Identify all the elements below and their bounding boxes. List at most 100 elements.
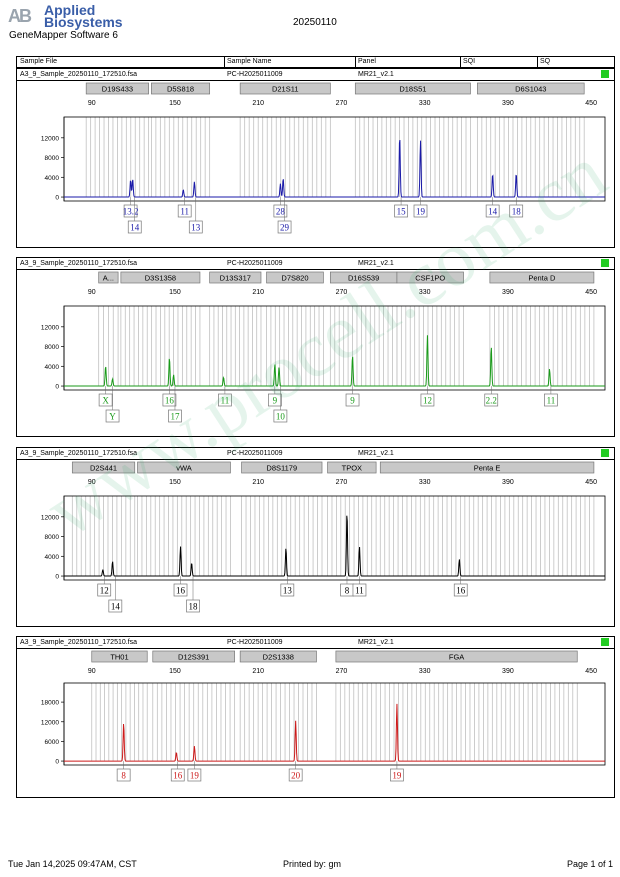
electropherogram-plot: A... D3S1358 D13S317 D7S820 D16S539 CSF1PO Pen… (41, 271, 606, 423)
col-sq: SQ (540, 58, 551, 65)
x-tick-label: 210 (252, 668, 264, 675)
x-tick-label: 90 (88, 479, 96, 486)
allele-call-box (352, 583, 367, 597)
marker-label: D21S11 (272, 85, 299, 94)
allele-call-label: 19 (416, 207, 426, 217)
marker-label: Penta E (474, 464, 501, 473)
allele-call-label: 11 (221, 396, 230, 406)
allele-call-label: 13 (191, 223, 201, 233)
sample-file: A3_9_Sample_20250110_172510.fsa (20, 639, 138, 646)
allele-call-box (394, 204, 408, 218)
allele-call-label: 9 (273, 396, 278, 406)
sample-file: A3_9_Sample_20250110_172510.fsa (20, 71, 138, 78)
marker-box (85, 82, 149, 95)
marker-label: D16S539 (348, 274, 379, 283)
allele-call-box (173, 583, 188, 597)
marker-box (91, 650, 148, 663)
marker-label: D6S1043 (515, 85, 546, 94)
allele-call-box (453, 583, 468, 597)
allele-call-box (127, 220, 142, 234)
y-tick-label: 4000 (45, 364, 60, 371)
electropherogram-panel-blue: A3_9_Sample_20250110_172510.fsa PC-H20250… (16, 68, 615, 248)
allele-call-label: 13.2 (123, 207, 139, 217)
allele-call-label: 29 (280, 223, 290, 233)
panel-title-row: A3_9_Sample_20250110_172510.fsa PC-H20250… (17, 258, 614, 270)
plot-frame (63, 682, 606, 766)
marker-box (209, 271, 262, 284)
allele-call-label: 18 (189, 602, 199, 612)
allele-call-label: 11 (180, 207, 189, 217)
x-tick-label: 390 (502, 668, 514, 675)
col-sqi: SQI (463, 58, 476, 65)
x-tick-label: 270 (336, 289, 348, 296)
y-tick-label: 0 (55, 384, 59, 391)
marker-box (354, 82, 471, 95)
allele-call-box (509, 204, 524, 218)
allele-call-label: 14 (111, 602, 121, 612)
allele-call-label: 13 (283, 586, 293, 596)
allele-call-label: 19 (190, 771, 200, 781)
y-tick-label: 0 (55, 759, 59, 766)
electropherogram-plot: TH01 D12S391 D2S1338 FGA 90 150 210 270 330 390 45… (41, 650, 606, 782)
marker-box (152, 650, 235, 663)
x-tick-label: 90 (88, 668, 96, 675)
column-header-table: Sample File Sample Name Panel SQI SQ (16, 56, 615, 68)
y-tick-label: 6000 (45, 739, 60, 746)
allele-call-label: 14 (488, 207, 498, 217)
marker-label: FGA (449, 653, 464, 662)
allele-call-box (485, 204, 500, 218)
marker-box (335, 650, 578, 663)
panel-name: MR21_v2.1 (358, 71, 394, 78)
allele-call-label: Y (109, 412, 116, 422)
marker-box (266, 271, 324, 284)
marker-box (489, 271, 595, 284)
bin-lines (91, 683, 578, 762)
allele-call-box (105, 409, 120, 423)
x-tick-label: 450 (585, 100, 597, 107)
panel-name: MR21_v2.1 (358, 639, 394, 646)
allele-call-box (413, 204, 428, 218)
sample-name: PC-H2025011009 (227, 260, 283, 267)
marker-box (239, 650, 317, 663)
y-tick-label: 12000 (41, 324, 59, 331)
panel-title-row: A3_9_Sample_20250110_172510.fsa PC-H20250… (17, 448, 614, 460)
x-tick-label: 150 (169, 289, 181, 296)
signal-trace (64, 139, 605, 198)
bin-lines (71, 496, 595, 577)
sample-name: PC-H2025011009 (227, 71, 283, 78)
company-logo-mark: AB (8, 6, 32, 26)
allele-call-label: 8 (345, 586, 350, 596)
signal-trace (64, 703, 605, 762)
x-tick-label: 210 (252, 100, 264, 107)
allele-call-label: 11 (547, 396, 556, 406)
electropherogram-plot: D2S441 vWA D8S1179 TPOX Penta E 90 150 210 270 33… (41, 461, 606, 613)
panel-name: MR21_v2.1 (358, 260, 394, 267)
allele-call-label: 16 (173, 771, 183, 781)
quality-status-indicator (601, 449, 609, 457)
y-tick-label: 18000 (41, 700, 59, 707)
software-name: GeneMapper Software 6 (9, 30, 118, 41)
sample-name: PC-H2025011009 (227, 450, 283, 457)
allele-call-box (116, 768, 131, 782)
electropherogram-panel-red: A3_9_Sample_20250110_172510.fsa PC-H20250… (16, 636, 615, 798)
x-tick-label: 210 (252, 289, 264, 296)
y-tick-label: 4000 (45, 175, 60, 182)
marker-box (477, 82, 585, 95)
y-tick-label: 12000 (41, 135, 59, 142)
marker-label: D3S1358 (145, 274, 176, 283)
marker-box (379, 461, 595, 474)
allele-call-box (98, 393, 113, 407)
col-sample-file: Sample File (20, 58, 57, 65)
x-tick-label: 270 (336, 668, 348, 675)
marker-box (137, 461, 231, 474)
plot-frame (63, 116, 606, 202)
allele-call-label: 12 (423, 396, 432, 406)
allele-call-box (277, 220, 292, 234)
allele-call-box (273, 409, 288, 423)
y-tick-label: 8000 (45, 155, 60, 162)
y-tick-label: 8000 (45, 344, 60, 351)
col-sample-name: Sample Name (227, 58, 272, 65)
allele-call-label: 19 (392, 771, 402, 781)
marker-box (98, 271, 119, 284)
run-date: 20250110 (293, 17, 337, 28)
